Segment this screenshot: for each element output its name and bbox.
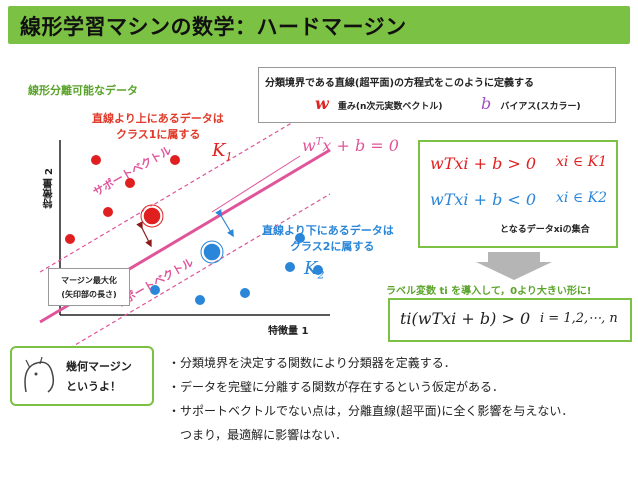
class1-support-vector	[142, 206, 162, 226]
title-bar	[8, 6, 630, 44]
inequality-2: wTxi + b < 0	[430, 190, 537, 209]
label-intro: ラベル変数 ti を導入して，0より大きい形に!	[386, 286, 592, 297]
bubble-line1: 幾何マージン	[66, 360, 132, 373]
speech-bubble: 幾何マージン というよ！	[10, 346, 154, 406]
inequality-2-set: xi ∈ K2	[556, 190, 608, 206]
class1-support-vector-ring	[140, 204, 164, 228]
class2-point	[150, 285, 160, 295]
margin-box: マージン最大化 (矢印部の長さ)	[48, 268, 130, 306]
page-title: 線形学習マシンの数学：ハードマージン	[20, 15, 407, 39]
x-axis-label: 特徴量 1	[268, 326, 309, 337]
margin-box-line1: マージン最大化	[61, 276, 117, 285]
class2-point	[285, 262, 295, 272]
upper-margin-line	[39, 117, 301, 273]
result-caption: となるデータxiの集合	[500, 225, 590, 235]
class1-point	[91, 155, 101, 165]
bullet-3: ・サポートベクトルでない点は，分離直線(超平面)に全く影響を与えない．	[168, 404, 574, 418]
separable-label: 線形分離可能なデータ	[28, 84, 138, 97]
bullet-1: ・分類境界を決定する関数により分類器を定義する．	[168, 356, 456, 370]
class2-point	[295, 233, 305, 243]
definition-w: w 重み(n次元実数ベクトル)	[315, 94, 443, 113]
class1-point	[125, 178, 135, 188]
k2-label: K2	[304, 258, 325, 282]
bubble-line2: というよ！	[66, 380, 121, 393]
lower-margin-line	[69, 193, 331, 349]
above-label-line2: クラス1に属する	[116, 128, 201, 141]
hyperplane-pointer	[211, 155, 301, 213]
label-formula: ti(wTxi + b) > 0	[400, 309, 531, 328]
bullet-2: ・データを完璧に分離する関数が存在するという仮定がある．	[168, 380, 505, 394]
definition-b: b バイアス(スカラー)	[481, 94, 581, 113]
down-arrow-shape	[476, 252, 552, 280]
margin-box-line2: (矢印部の長さ)	[61, 290, 117, 299]
class1-point	[170, 155, 180, 165]
below-label-line2: クラス2に属する	[290, 240, 375, 253]
y-axis-label: 特徴量 2	[44, 168, 55, 209]
k1-label: K1	[212, 140, 233, 164]
above-label-line1: 直線より上にあるデータは	[92, 112, 224, 125]
inequality-1: wTxi + b > 0	[430, 154, 537, 173]
result-box: wTxi + b > 0 xi ∈ K1 wTxi + b < 0 xi ∈ K…	[418, 140, 618, 248]
class2-support-vector-ring	[200, 240, 224, 264]
class2-support-vector	[202, 242, 222, 262]
hyperplane-equation: wTx + b = 0	[302, 136, 399, 155]
class2-point	[313, 265, 323, 275]
label-formula-box: ti(wTxi + b) > 0 i = 1,2,⋯, n	[388, 298, 632, 342]
definition-box: 分類境界である直線(超平面)の方程式をこのように定義する w 重み(n次元実数ベ…	[258, 67, 616, 123]
class1-point	[103, 207, 113, 217]
class1-point	[65, 234, 75, 244]
class2-point	[240, 288, 250, 298]
definition-heading: 分類境界である直線(超平面)の方程式をこのように定義する	[265, 78, 535, 89]
bullet-4: つまり，最適解に影響はない．	[168, 428, 348, 442]
class2-point	[195, 295, 205, 305]
below-label-line1: 直線より下にあるデータは	[262, 224, 394, 237]
margin-arrow-red	[136, 221, 152, 248]
label-range: i = 1,2,⋯, n	[540, 311, 618, 326]
character-icon	[24, 356, 55, 393]
inequality-1-set: xi ∈ K1	[556, 154, 608, 170]
margin-arrow-blue	[215, 209, 234, 238]
